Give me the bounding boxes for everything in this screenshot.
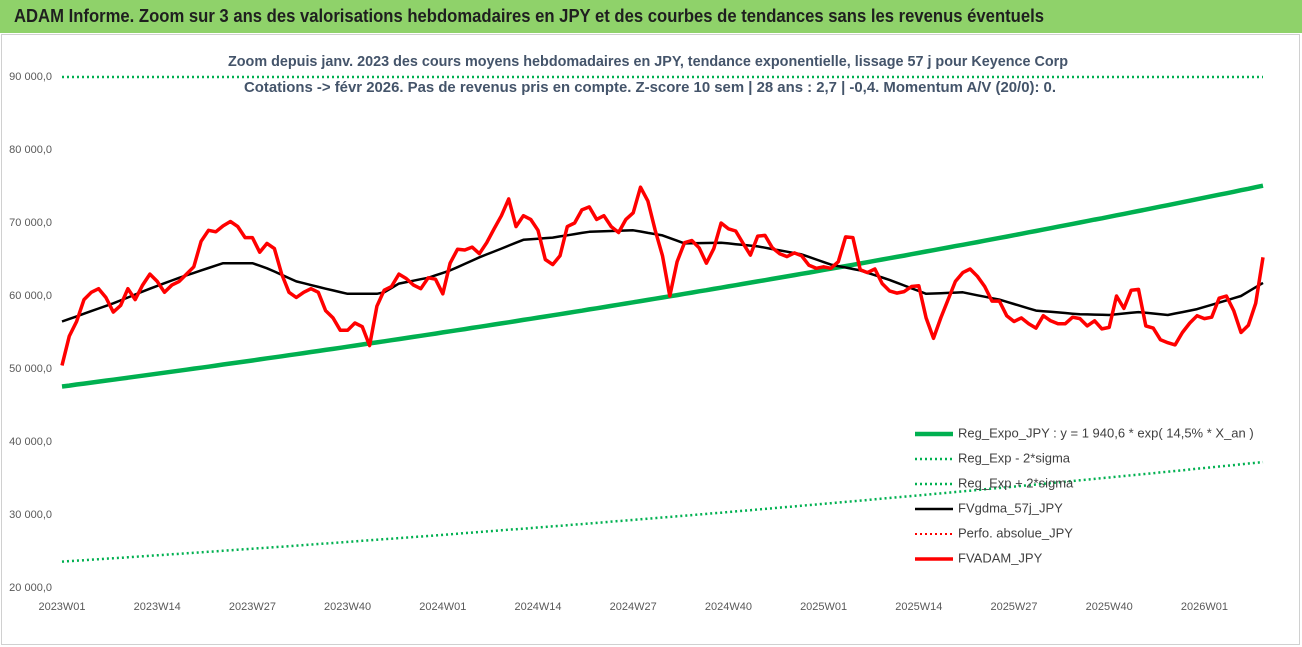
series-line xyxy=(61,183,1264,389)
x-tick-label: 2024W27 xyxy=(610,601,657,613)
x-tick-label: 2025W01 xyxy=(800,601,847,613)
y-tick-label: 20 000,0 xyxy=(9,582,52,594)
x-tick-label: 2023W14 xyxy=(134,601,181,613)
legend-label: FVgdma_57j_JPY xyxy=(958,500,1063,515)
legend-label: Reg_Exp - 2*sigma xyxy=(958,450,1071,465)
legend-label: Perfo. absolue_JPY xyxy=(958,525,1073,540)
y-tick-label: 80 000,0 xyxy=(9,144,52,156)
x-tick-label: 2025W40 xyxy=(1086,601,1133,613)
x-tick-label: 2024W40 xyxy=(705,601,752,613)
x-tick-label: 2025W27 xyxy=(990,601,1037,613)
x-tick-label: 2023W27 xyxy=(229,601,276,613)
plot-area: 20 000,0 30 000,0 40 000,0 50 000,0 60 000,0… xyxy=(9,71,1265,613)
y-tick-label: 70 000,0 xyxy=(9,217,52,229)
y-tick-label: 60 000,0 xyxy=(9,290,52,302)
legend-label: FVADAM_JPY xyxy=(958,550,1043,565)
series-line xyxy=(61,460,1264,563)
series-line xyxy=(60,185,1265,366)
header-bar xyxy=(0,0,1302,33)
y-tick-label: 40 000,0 xyxy=(9,436,52,448)
header-title: ADAM Informe. Zoom sur 3 ans des valoris… xyxy=(14,6,1044,26)
x-tick-label: 2024W01 xyxy=(419,601,466,613)
y-tick-label: 50 000,0 xyxy=(9,363,52,375)
legend: Reg_Expo_JPY : y = 1 940,6 * exp( 14,5% … xyxy=(915,425,1254,565)
y-tick-label: 30 000,0 xyxy=(9,509,52,521)
x-tick-label: 2025W14 xyxy=(895,601,942,613)
series-line xyxy=(61,229,1264,323)
x-tick-label: 2023W40 xyxy=(324,601,371,613)
y-tick-label: 90 000,0 xyxy=(9,71,52,83)
legend-label: Reg_Exp + 2*sigma xyxy=(958,475,1074,490)
x-tick-label: 2026W01 xyxy=(1181,601,1228,613)
chart-border xyxy=(1,34,1300,645)
x-tick-label: 2024W14 xyxy=(514,601,561,613)
x-tick-label: 2023W01 xyxy=(38,601,85,613)
chart-subtitle: Cotations -> févr 2026. Pas de revenus p… xyxy=(244,79,1056,96)
legend-label: Reg_Expo_JPY : y = 1 940,6 * exp( 14,5% … xyxy=(958,425,1254,440)
chart-title: Zoom depuis janv. 2023 des cours moyens … xyxy=(228,53,1068,70)
